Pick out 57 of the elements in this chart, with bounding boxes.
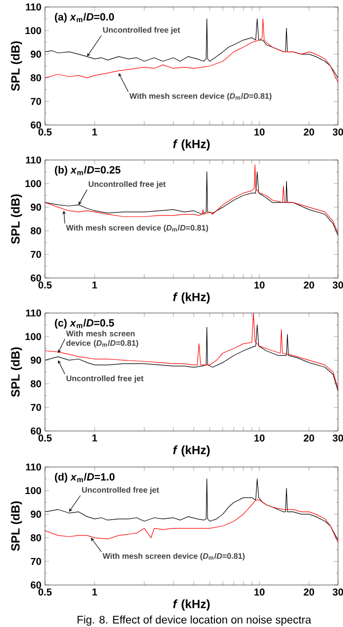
y-axis-title: SPL (dB): [10, 41, 22, 91]
y-tick-label: 110: [26, 309, 42, 317]
y-tick-label: 60: [30, 581, 42, 589]
x-axis-title: f (kHz): [173, 292, 210, 304]
x-tick-label: 0.5: [38, 434, 52, 442]
x-tick-label: 20: [304, 128, 314, 136]
x-tick-label: 30: [332, 434, 343, 442]
x-tick-label: 30: [332, 128, 343, 136]
y-tick-label: 60: [30, 121, 42, 129]
y-tick-label: 70: [30, 98, 42, 105]
x-axis-title: f (kHz): [173, 139, 210, 151]
y-tick-label: 60: [30, 274, 42, 282]
x-tick-label: 30: [332, 588, 343, 596]
x-tick-label: 0.5: [38, 128, 52, 136]
y-tick-label: 80: [30, 380, 42, 388]
y-tick-label: 80: [30, 227, 42, 234]
x-tick-label: 10: [254, 128, 265, 136]
y-tick-label: 100: [25, 180, 42, 188]
y-tick-label: 100: [25, 333, 42, 340]
y-tick-label: 80: [30, 74, 42, 82]
x-tick-label: 1: [92, 588, 98, 596]
text: (d) x$_{m}$/D=1.0: [54, 472, 115, 483]
y-tick-label: 70: [30, 404, 42, 411]
caption: Fig. 8. Effect of device location on noise spectra: [78, 616, 312, 626]
y-tick-label: 80: [30, 534, 42, 542]
x-tick-label: 0.5: [38, 588, 52, 596]
x-axis-title: f (kHz): [173, 599, 210, 611]
y-axis-title: SPL (dB): [10, 194, 22, 244]
y-tick-label: 110: [26, 156, 42, 164]
y-tick-label: 90: [30, 356, 42, 364]
text: (c) x$_{m}$/D=0.5: [54, 318, 114, 329]
x-tick-label: 1: [92, 282, 98, 288]
x-tick-label: 1: [92, 128, 98, 136]
text: (a) x$_{m}$/D=0.0: [54, 12, 114, 23]
y-tick-label: 60: [30, 427, 42, 435]
x-tick-label: 30: [332, 282, 343, 289]
x-tick-label: 20: [304, 282, 314, 289]
x-tick-label: 1: [92, 434, 98, 442]
x-tick-label: 20: [304, 434, 314, 442]
x-axis-title: f (kHz): [173, 445, 210, 457]
y-tick-label: 90: [30, 510, 42, 518]
y-tick-label: 100: [25, 487, 42, 494]
y-tick-label: 70: [30, 250, 42, 258]
x-tick-label: 10: [254, 434, 265, 442]
y-tick-label: 100: [25, 27, 42, 34]
y-tick-label: 90: [30, 50, 42, 58]
x-tick-label: 10: [254, 588, 265, 596]
y-tick-label: 110: [26, 463, 42, 471]
y-tick-label: 110: [26, 3, 42, 11]
text: (b) x$_{m}$/D=0.25: [54, 166, 120, 176]
y-tick-label: 70: [30, 558, 42, 565]
x-tick-label: 0.5: [38, 282, 52, 289]
x-tick-label: 20: [304, 588, 314, 596]
y-tick-label: 90: [30, 204, 42, 211]
y-axis-title: SPL (dB): [10, 501, 22, 551]
y-axis-title: SPL (dB): [10, 347, 22, 397]
x-tick-label: 10: [254, 282, 265, 289]
